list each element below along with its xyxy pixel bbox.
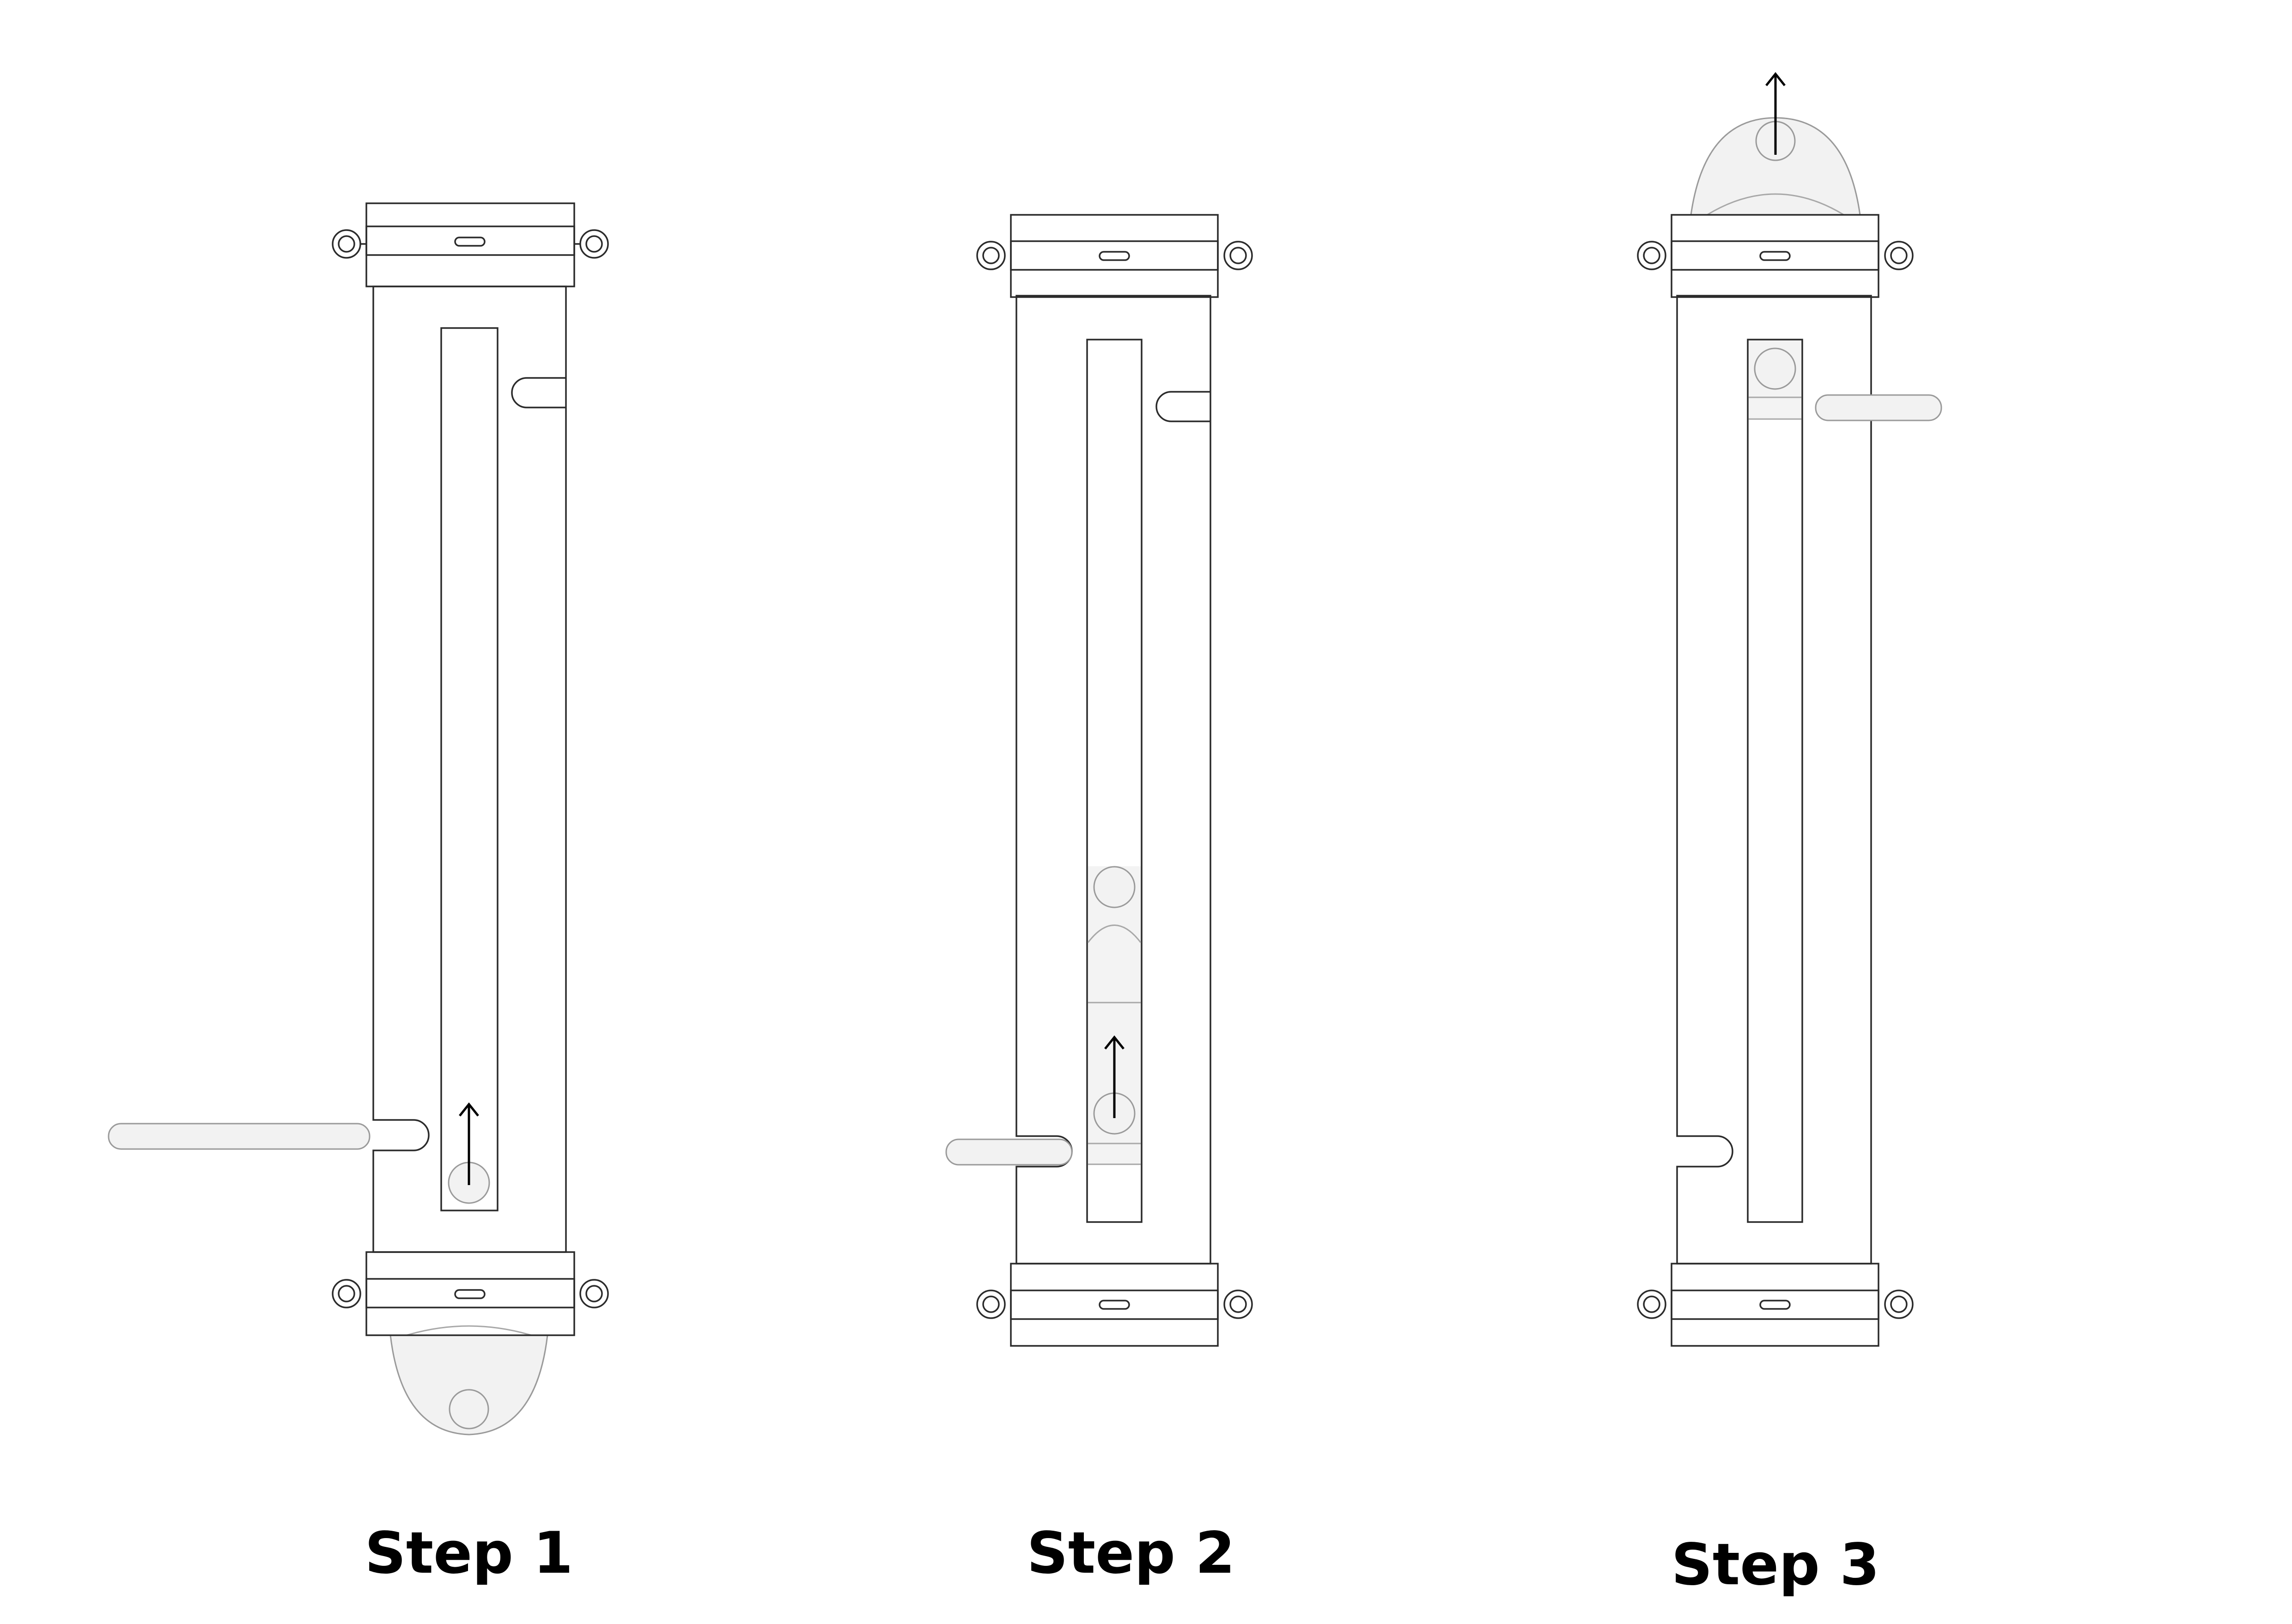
step-3-top-cap xyxy=(1690,117,1861,216)
step-2-label: Step 2 xyxy=(1027,1520,1235,1587)
step-1-bottom-collar xyxy=(332,1251,609,1336)
step-3-up-arrow xyxy=(1765,72,1786,155)
step-1-pin xyxy=(108,1123,371,1150)
step-2-up-arrow xyxy=(1104,1035,1125,1118)
step-3-bottom-collar xyxy=(1637,1263,1914,1347)
step-3-slot xyxy=(1747,339,1803,1223)
step-1-illustration xyxy=(108,202,609,1435)
step-2-bottom-collar xyxy=(976,1263,1253,1347)
step-3-label: Step 3 xyxy=(1671,1532,1880,1598)
step-1-label: Step 1 xyxy=(365,1520,573,1587)
step-2-pin xyxy=(945,1138,1073,1166)
step-1-up-arrow xyxy=(459,1102,479,1185)
step-1-bottom-cap xyxy=(389,1325,548,1435)
step-2-top-collar xyxy=(976,214,1253,298)
step-3-top-collar xyxy=(1637,214,1914,298)
step-1-slot xyxy=(440,327,499,1211)
step-2-slot xyxy=(1086,339,1143,1223)
step-3-moving-piece xyxy=(1749,341,1801,420)
step-3-pin xyxy=(1815,394,1942,421)
step-1-top-collar xyxy=(332,202,609,287)
step-3-body xyxy=(1676,295,1872,1265)
step-2-moving-piece xyxy=(1087,866,1142,1165)
step-2-illustration xyxy=(945,214,1253,1347)
step-3-illustration xyxy=(1637,72,1942,1347)
